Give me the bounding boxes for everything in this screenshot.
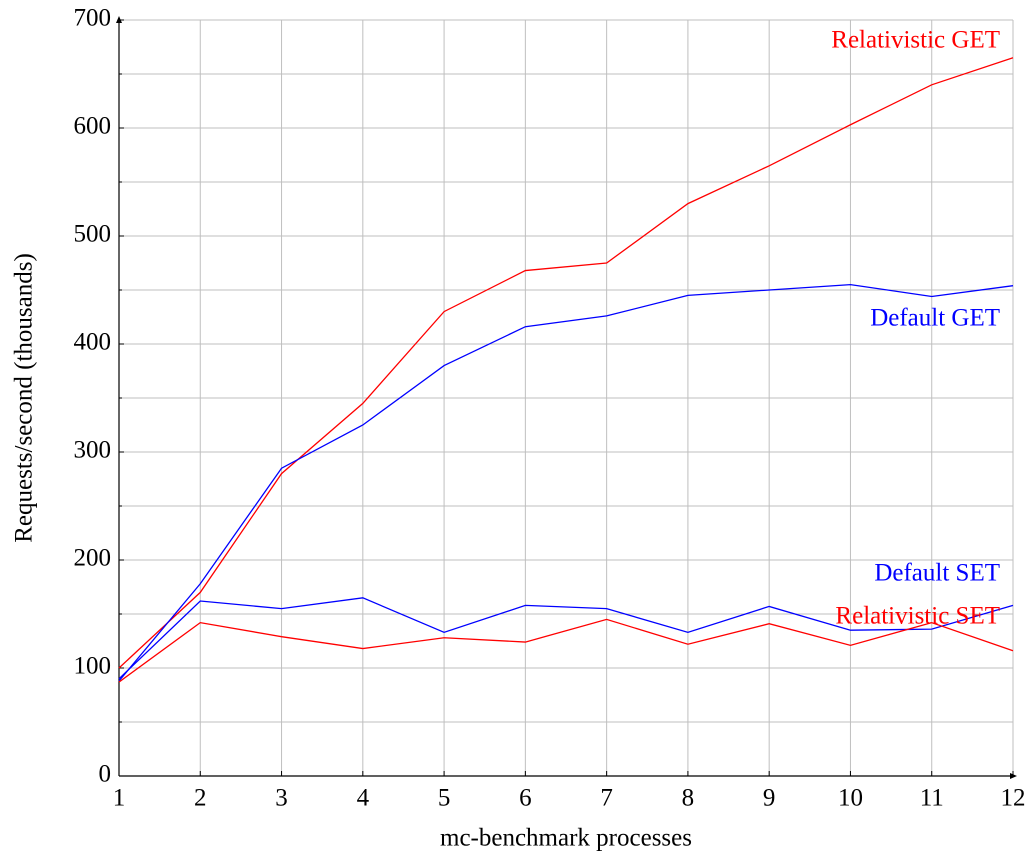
y-tick-label: 600 bbox=[74, 113, 112, 140]
x-axis-label: mc-benchmark processes bbox=[440, 825, 692, 852]
x-tick-label: 4 bbox=[357, 785, 370, 812]
y-tick-label: 700 bbox=[74, 5, 112, 32]
x-tick-label: 5 bbox=[438, 785, 451, 812]
x-tick-label: 6 bbox=[519, 785, 532, 812]
y-tick-label: 0 bbox=[99, 761, 112, 788]
y-tick-label: 500 bbox=[74, 221, 112, 248]
x-tick-label: 8 bbox=[682, 785, 695, 812]
y-tick-label: 300 bbox=[74, 437, 112, 464]
x-tick-label: 3 bbox=[275, 785, 288, 812]
x-tick-label: 11 bbox=[920, 785, 944, 812]
series-line bbox=[118, 57, 1014, 669]
series-line bbox=[118, 597, 1014, 680]
y-axis-label: Requests/second (thousands) bbox=[11, 253, 38, 543]
x-tick-label: 1 bbox=[113, 785, 126, 812]
x-axis-arrow bbox=[1010, 773, 1017, 779]
y-tick-label: 100 bbox=[74, 653, 112, 680]
series-label: Relativistic GET bbox=[831, 27, 1000, 54]
y-axis-arrow bbox=[116, 16, 122, 23]
x-tick-label: 12 bbox=[1001, 785, 1026, 812]
series-line bbox=[118, 618, 1014, 683]
series-label: Relativistic SET bbox=[835, 603, 1000, 630]
x-tick-label: 10 bbox=[838, 785, 863, 812]
y-tick-label: 400 bbox=[74, 329, 112, 356]
series-line bbox=[118, 283, 1014, 682]
x-tick-label: 2 bbox=[194, 785, 207, 812]
series-label: Default GET bbox=[870, 305, 1000, 332]
series-label: Default SET bbox=[874, 560, 1000, 587]
x-tick-label: 7 bbox=[600, 785, 613, 812]
y-tick-label: 200 bbox=[74, 545, 112, 572]
x-tick-label: 9 bbox=[763, 785, 776, 812]
